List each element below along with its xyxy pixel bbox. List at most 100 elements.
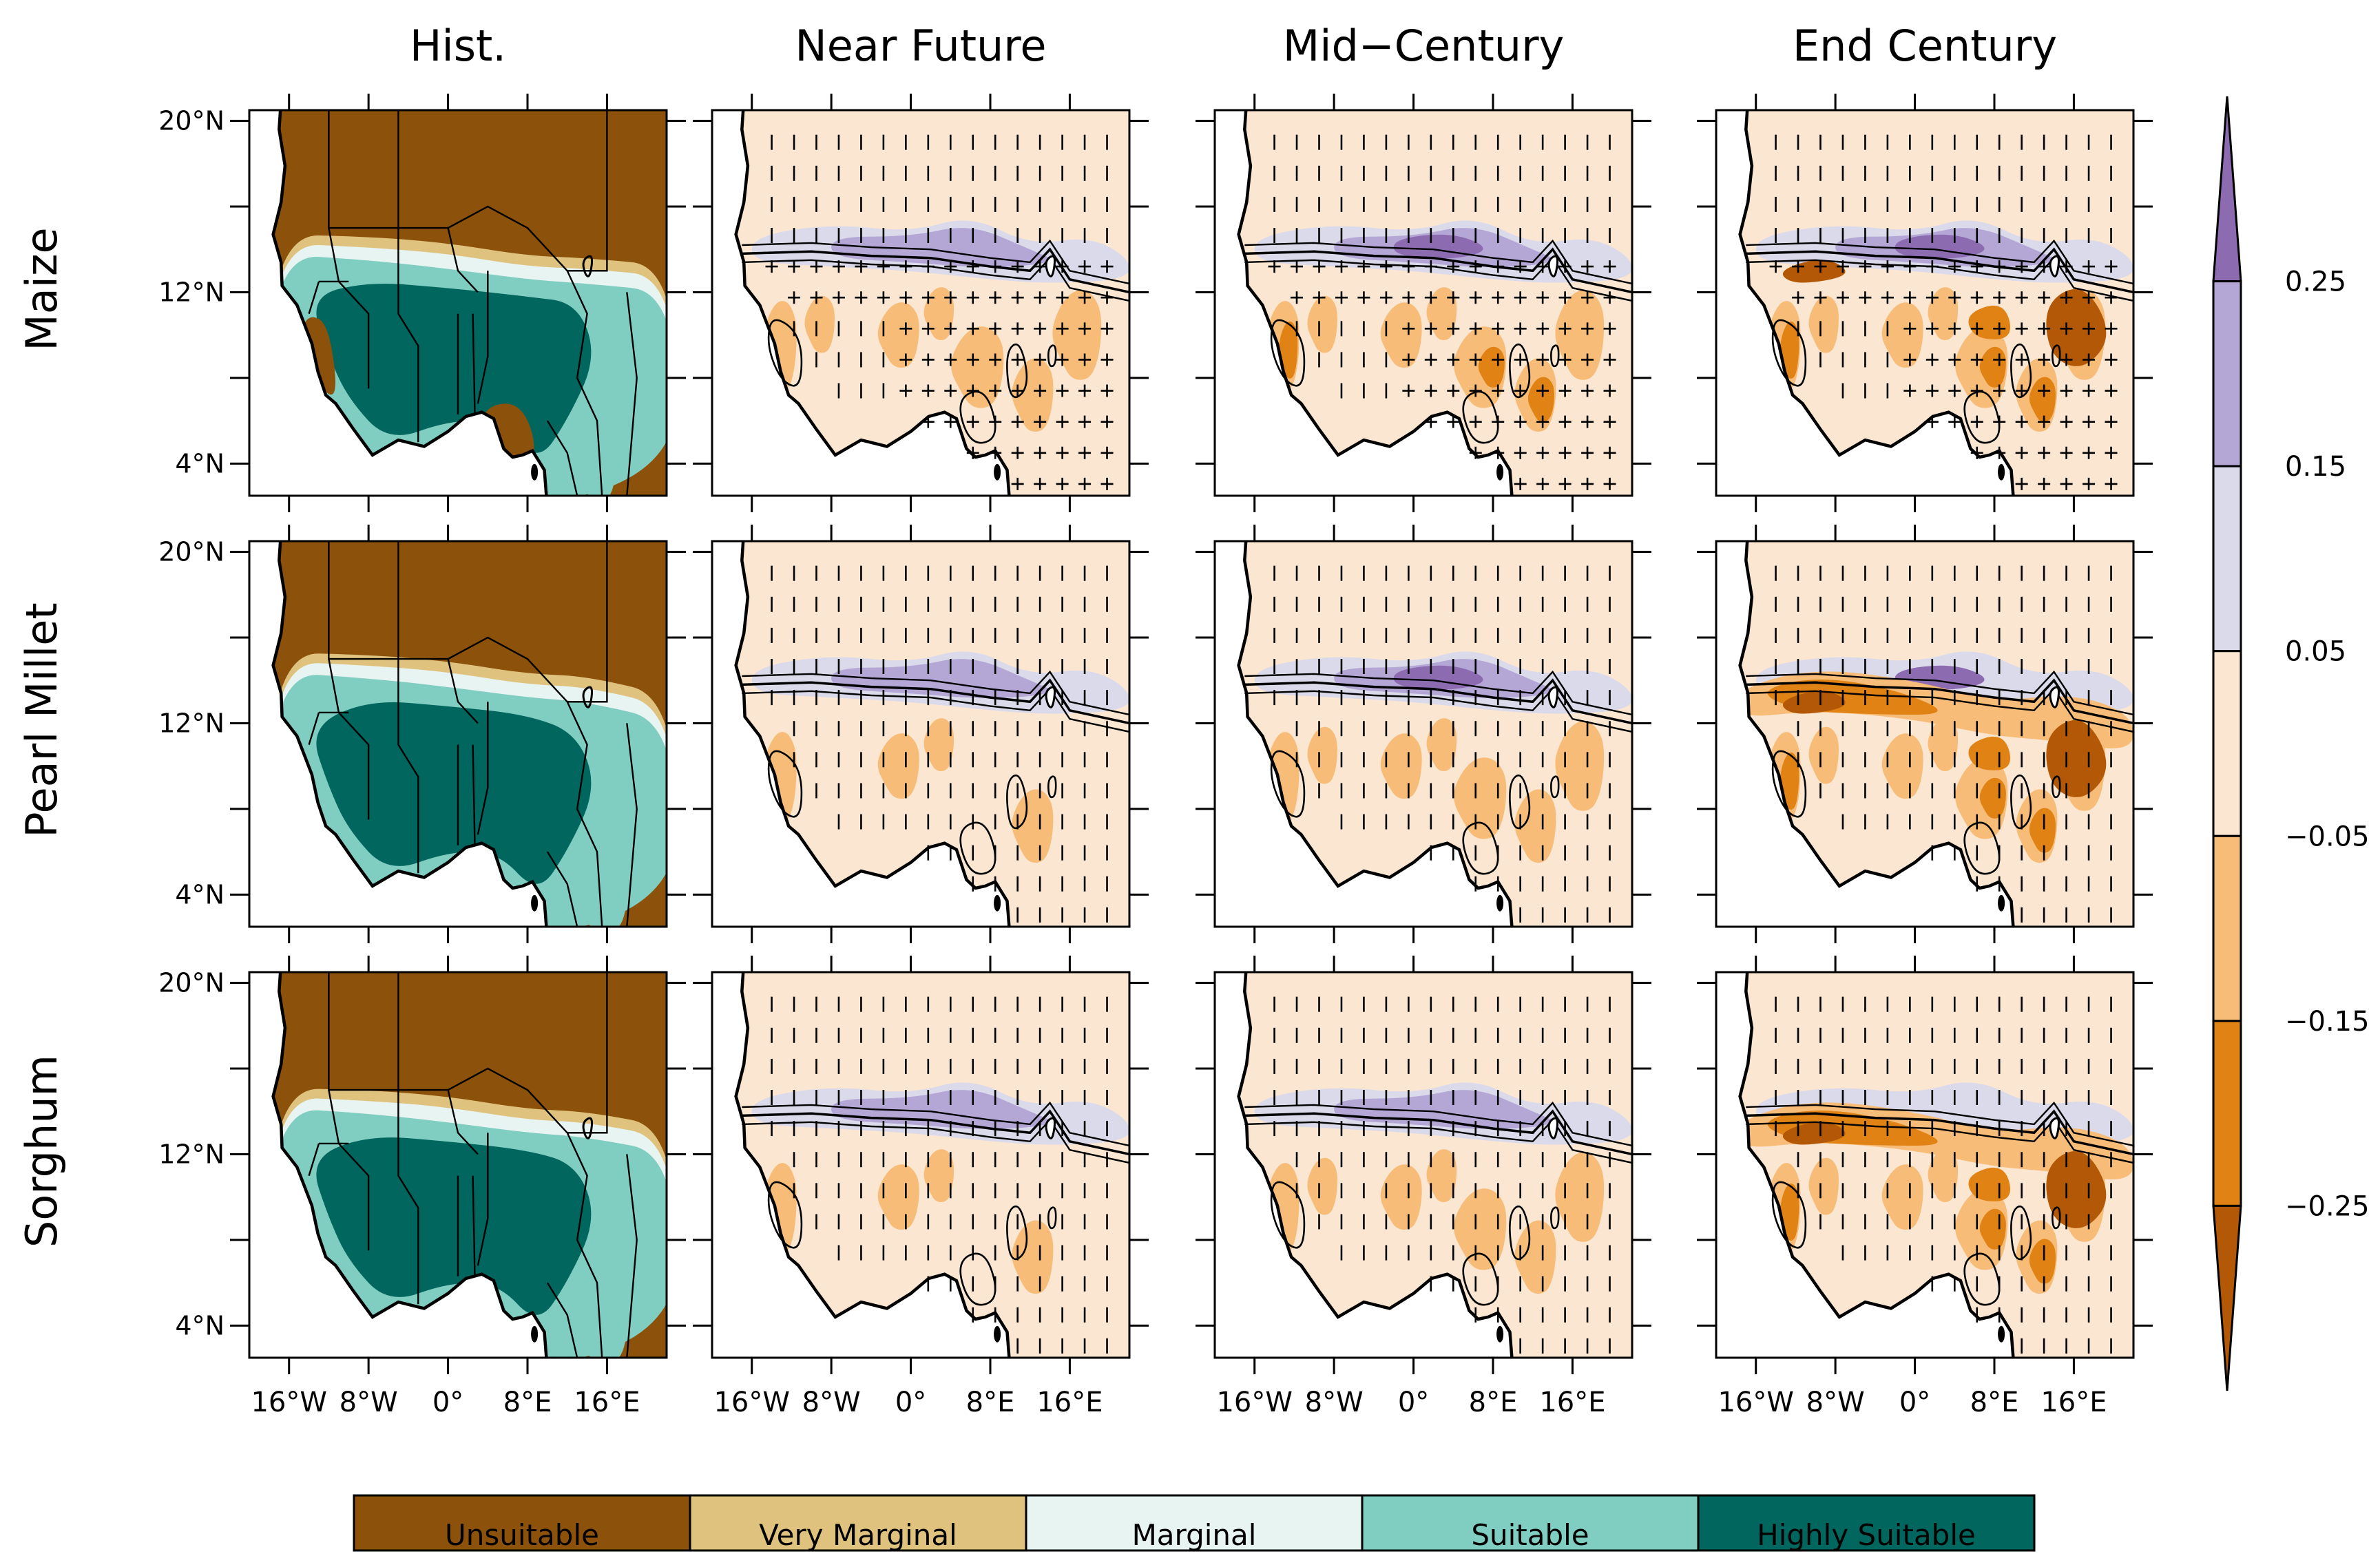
suitability-contour (1006, 1205, 1028, 1261)
cross-hatch-mark (899, 322, 912, 335)
map-panel: 20°N 12°N 4°N (158, 525, 686, 943)
ocean-mask (1716, 110, 2014, 496)
cross-hatch-mark (899, 384, 912, 397)
cross-hatch-mark (1078, 260, 1092, 273)
highly-suitable-area (316, 702, 592, 884)
cross-hatch-mark (1469, 260, 1482, 273)
country-border (328, 972, 399, 1091)
country-border (308, 712, 320, 745)
suitability-contour (1047, 775, 1057, 799)
cross-hatch-mark (2105, 446, 2118, 459)
map-panel: 20°N 12°N 4°N 16°W 8°W 0° 8°E 16°E (158, 956, 686, 1418)
cross-hatch-mark (2015, 260, 2028, 273)
cross-hatch-mark (1603, 415, 1616, 428)
country-border (587, 541, 608, 703)
lake-chad (2049, 1117, 2060, 1139)
x-tick-label: 8°W (340, 1387, 398, 1418)
suitability-contour (1047, 1206, 1057, 1230)
cross-hatch-mark (2038, 291, 2051, 304)
cross-hatch-mark (877, 291, 890, 304)
light-negative-change (1012, 789, 1054, 863)
country-border (397, 659, 419, 874)
cross-hatch-mark (1970, 291, 1983, 304)
cross-hatch-mark (1402, 291, 1415, 304)
light-negative-change (1928, 1149, 1959, 1202)
cross-hatch-mark (1925, 322, 1939, 335)
suitability-contour (1550, 344, 1560, 368)
panel-frame (1715, 971, 2135, 1359)
cross-hatch-mark (2082, 353, 2096, 366)
cross-hatch-mark (2082, 477, 2096, 490)
suitability-contour (1509, 343, 1531, 399)
cross-hatch-mark (989, 291, 1002, 304)
bioko-island (531, 894, 539, 912)
cross-hatch-mark (1011, 477, 1024, 490)
map-panel (693, 94, 1149, 512)
map-panel: 16°W 8°W 0° 8°E 16°E (1196, 956, 1651, 1418)
cross-hatch-mark (966, 384, 979, 397)
cross-hatch-mark (1447, 322, 1460, 335)
cross-hatch-mark (1056, 415, 1069, 428)
country-border (587, 972, 608, 1134)
cross-hatch-mark (1603, 353, 1616, 366)
ocean-mask (1215, 972, 1512, 1358)
cross-hatch-mark (1792, 291, 1805, 304)
cross-hatch-mark (1558, 291, 1572, 304)
y-tick-label: 12°N (158, 1139, 225, 1169)
cross-hatch-mark (1268, 260, 1281, 273)
suitability-contour (2010, 1205, 2032, 1261)
x-tick-label: 0° (432, 1387, 463, 1418)
moderate-negative-change (2029, 1239, 2056, 1284)
cross-hatch-mark (1603, 477, 1616, 490)
legend-label: Suitable (1471, 1518, 1589, 1552)
ocean-mask (712, 972, 1010, 1358)
ocean-mask (249, 110, 547, 496)
cross-hatch-mark (1078, 291, 1092, 304)
cross-hatch-mark (1469, 384, 1482, 397)
light-negative-change (1380, 733, 1422, 799)
cross-hatch-mark (1291, 260, 1304, 273)
bioko-island (1998, 894, 2005, 912)
light-negative-change (1454, 1188, 1507, 1270)
x-tick-label: 16°W (251, 1387, 326, 1418)
cross-hatch-mark (2015, 384, 2028, 397)
cross-hatch-mark (1011, 353, 1024, 366)
colorbar-tick-label: −0.25 (2285, 1190, 2370, 1222)
suitability-contour (1244, 687, 1632, 733)
suitability-contour (959, 1252, 996, 1306)
ocean-mask (1716, 541, 2014, 927)
cross-hatch-mark (2082, 446, 2096, 459)
cross-hatch-mark (1581, 353, 1594, 366)
cross-hatch-mark (1011, 322, 1024, 335)
cross-hatch-mark (1078, 322, 1092, 335)
map-panel: 20°N 12°N 4°N (158, 94, 686, 512)
cross-hatch-mark (2105, 322, 2118, 335)
bioko-island (531, 1325, 539, 1343)
row-label: Sorghum (17, 1055, 67, 1248)
cross-hatch-mark (1881, 260, 1894, 273)
suitable-area-east (577, 1266, 627, 1358)
cross-hatch-mark (1100, 415, 1114, 428)
suitability-contour (1963, 821, 2001, 875)
cross-hatch-mark (1536, 291, 1549, 304)
suitability-contour (1244, 1118, 1632, 1164)
legend-swatch (1697, 1494, 2036, 1552)
coastline (271, 541, 548, 927)
cross-hatch-mark (2060, 384, 2073, 397)
colorbar-tick-label: 0.25 (2285, 266, 2346, 298)
moderate-negative-change (1780, 753, 1799, 810)
map-panel: 16°W 8°W 0° 8°E 16°E (693, 956, 1149, 1418)
x-tick-label: 8°W (802, 1387, 861, 1418)
cross-hatch-mark (1424, 260, 1437, 273)
x-tick-label: 0° (1899, 1387, 1930, 1418)
cross-hatch-mark (2060, 260, 2073, 273)
light-negative-change (1012, 358, 1054, 432)
light-negative-change (1555, 721, 1605, 811)
cross-hatch-mark (1948, 415, 1961, 428)
cross-hatch-mark (1536, 446, 1549, 459)
cross-hatch-mark (1011, 291, 1024, 304)
cross-hatch-mark (1603, 291, 1616, 304)
lake-chad (1547, 255, 1559, 277)
cross-hatch-mark (1056, 477, 1069, 490)
row-label: Pearl Millet (17, 602, 67, 837)
